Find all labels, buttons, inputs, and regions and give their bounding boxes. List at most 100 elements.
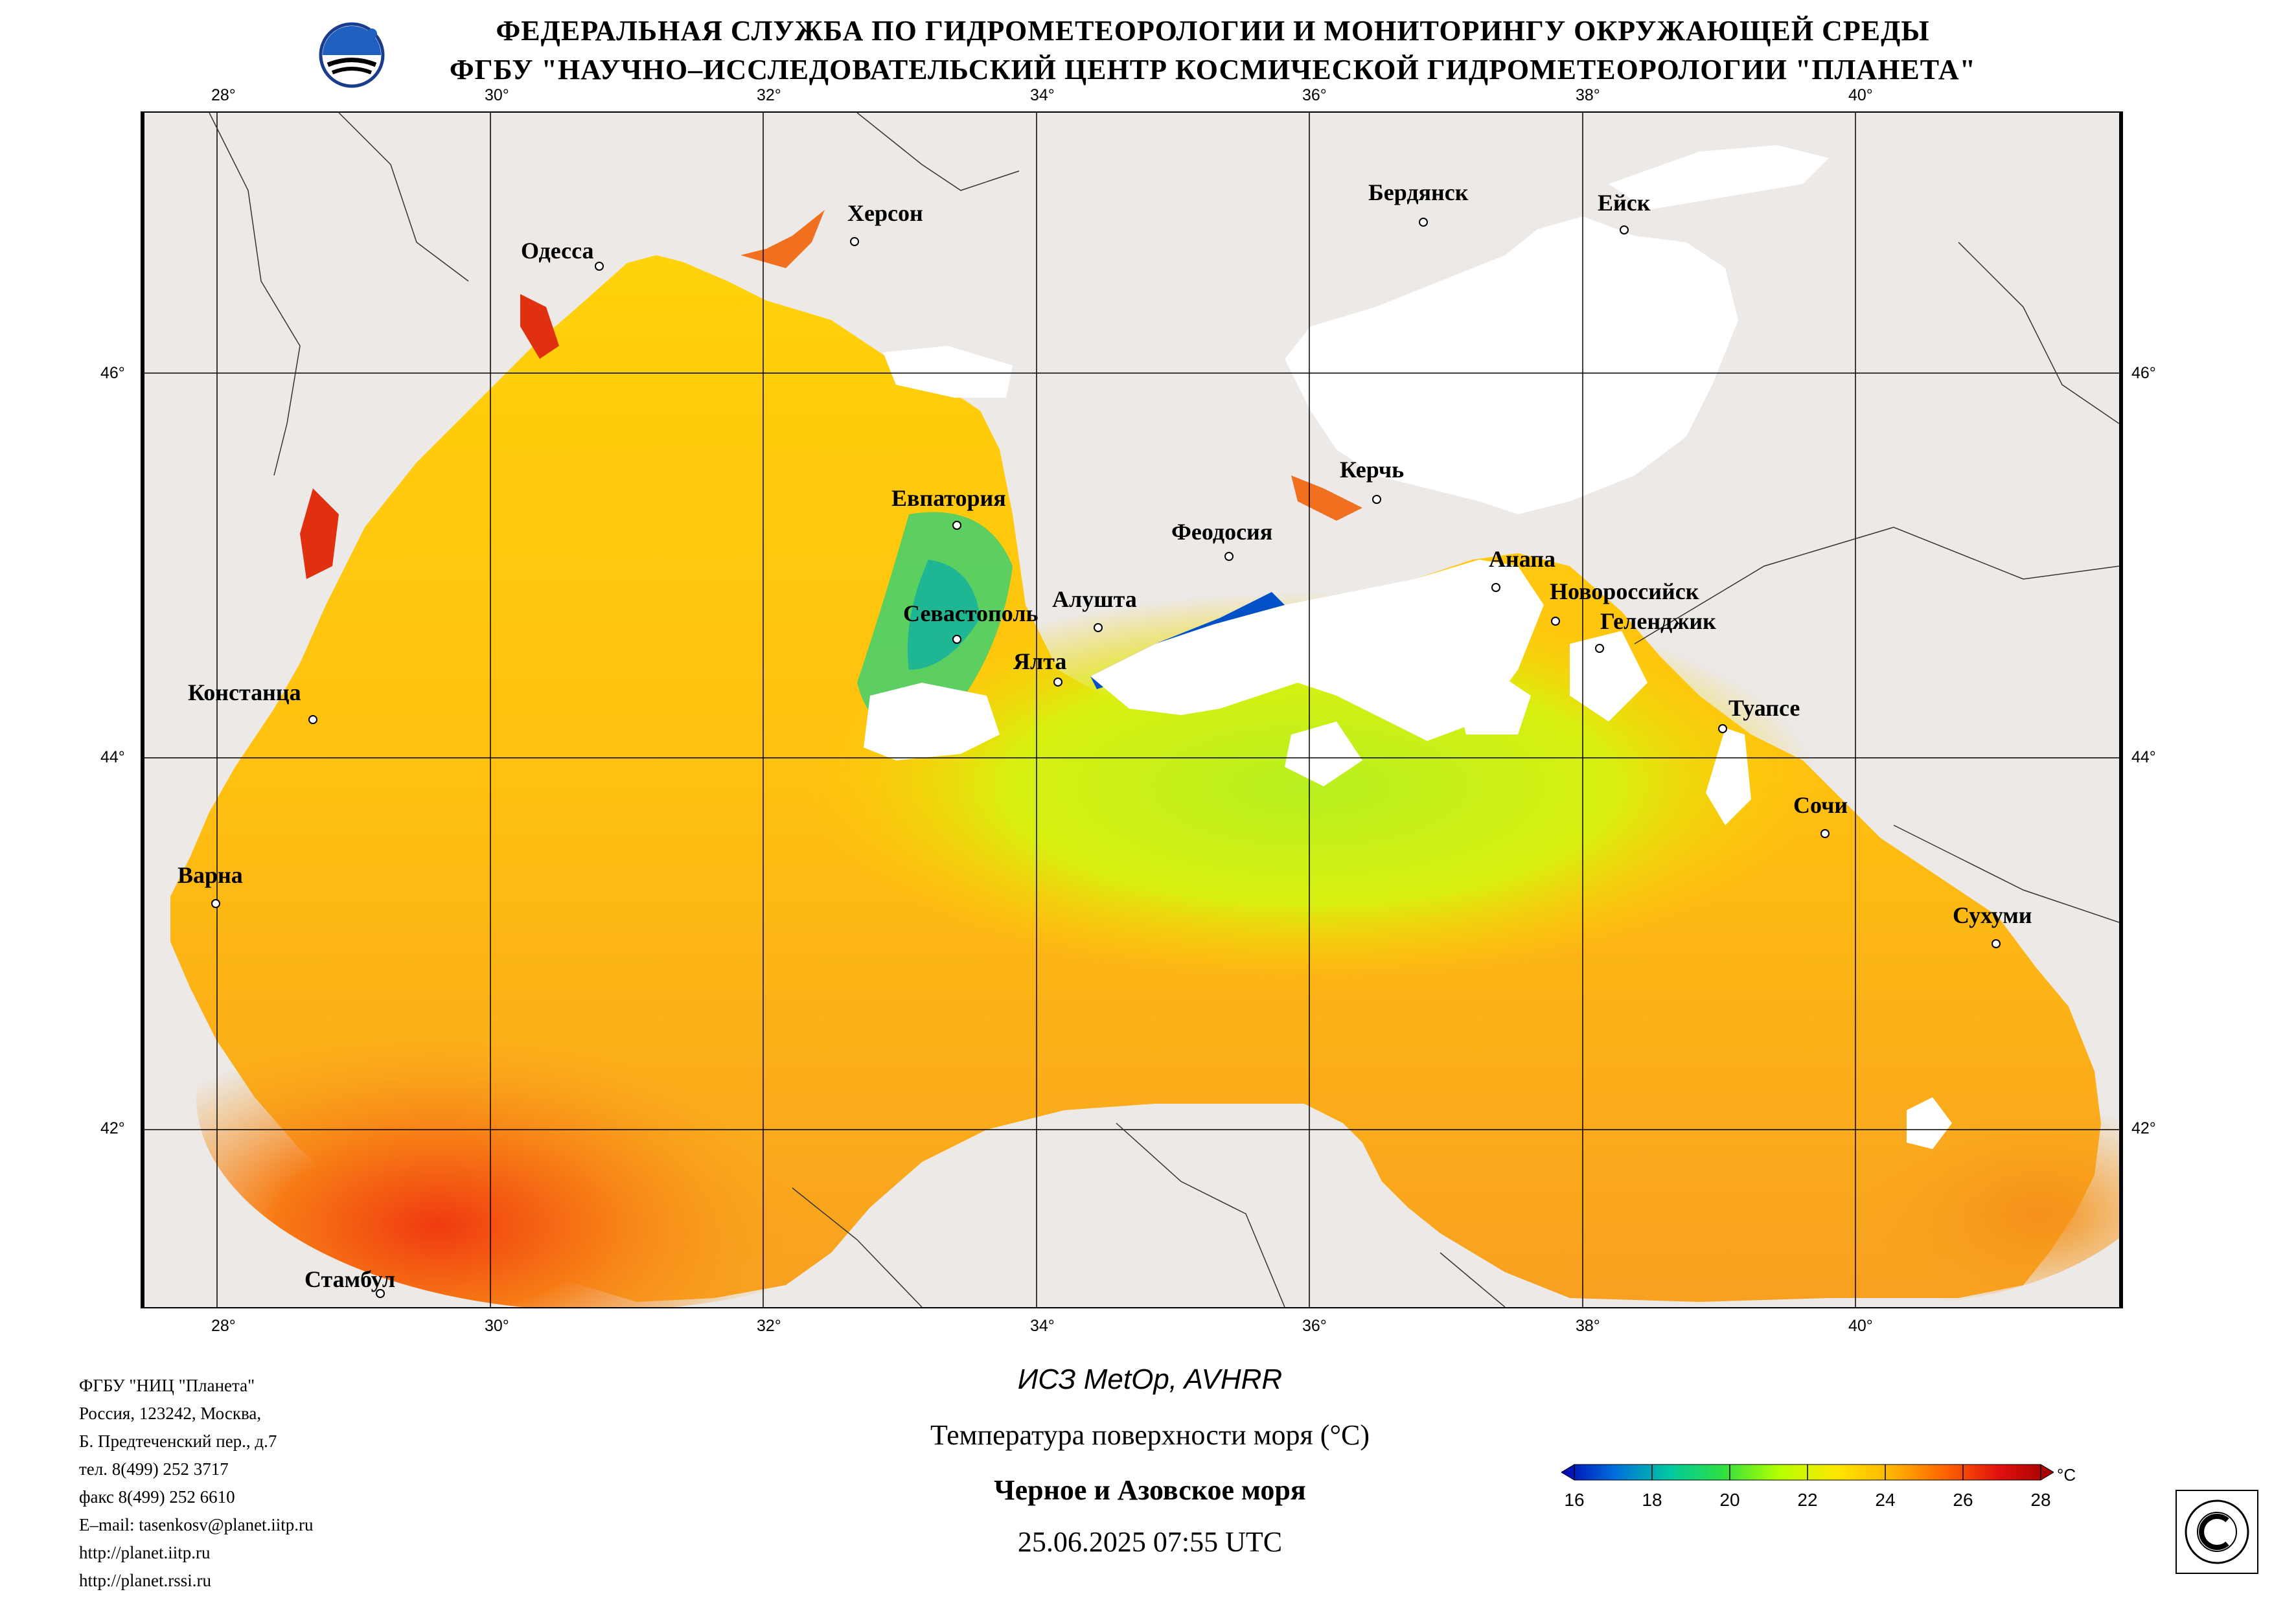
lon-tick-bottom-30: 30° [485,1317,509,1335]
city-marker-kerch [1372,495,1381,504]
city-marker-kherson [850,237,859,246]
cloud-patch-novorossiysk [1570,631,1647,722]
city-marker-tuapse [1718,724,1727,733]
city-marker-feodosia [1224,552,1234,561]
colorbar-label-20: 20 [1719,1490,1740,1510]
city-label-odessa: Одесса [521,238,594,264]
org-line-email[interactable]: E–mail: tasenkosv@planet.iitp.ru [79,1515,314,1534]
iso-certification-stamp-icon [2175,1490,2258,1574]
city-label-feodosia: Феодосия [1171,519,1273,545]
cloud-crimea-southwest [864,683,1000,760]
city-label-sukhumi: Сухуми [1953,902,2032,928]
lon-tick-bottom-28: 28° [211,1317,236,1335]
border-line [1116,1123,1285,1307]
city-marker-evpatoria [952,521,961,530]
organization-contact-block: ФГБУ "НИЦ "Планета" Россия, 123242, Моск… [79,1372,314,1595]
border-line [1634,527,2119,644]
city-label-kherson: Херсон [847,200,923,226]
city-marker-sukhumi [1992,939,2001,948]
city-label-constanta: Констанца [188,679,301,705]
city-marker-sevastopol [952,635,961,644]
taganrog-bay-cloud [1609,145,1829,210]
lon-tick-top-38: 38° [1576,86,1600,104]
border-line [209,113,301,476]
colorbar-label-16: 16 [1564,1490,1585,1510]
city-label-evpatoria: Евпатория [891,485,1006,511]
lat-tick-right-42: 42° [2131,1119,2156,1137]
lat-tick-left-44: 44° [100,748,125,766]
graticule [144,113,2119,1307]
city-label-gelendzhik: Геленджик [1600,608,1716,634]
header-center-title: ФГБУ "НАУЧНО–ИССЛЕДОВАТЕЛЬСКИЙ ЦЕНТР КОС… [449,54,1977,85]
colorbar-label-22: 22 [1797,1490,1818,1510]
lon-tick-bottom-40: 40° [1848,1317,1873,1335]
sea-surface-temperature-map [141,111,2123,1308]
cloud-patch-north [1453,670,1531,735]
city-label-tuapse: Туапсе [1728,695,1800,721]
lon-tick-bottom-36: 36° [1302,1317,1327,1335]
lat-tick-left-42: 42° [100,1119,125,1137]
cloud-crimea-south [1090,560,1544,741]
city-marker-odessa [595,262,604,271]
colorbar-ticks [1574,1465,2041,1480]
caption-datetime: 25.06.2025 07:55 UTC [1017,1526,1283,1558]
city-marker-yeysk [1620,225,1629,234]
colorbar-label-24: 24 [1875,1490,1896,1510]
org-line-address: Б. Предтеченский пер., д.7 [79,1431,277,1451]
city-label-anapa: Анапа [1489,546,1556,572]
planeta-logo-icon [316,19,387,91]
org-line-country: Россия, 123242, Москва, [79,1404,262,1423]
colorbar-label-18: 18 [1642,1490,1662,1510]
river-line [856,113,1020,191]
city-label-novorossiysk: Новороссийск [1550,578,1699,604]
estuary-dniester [520,294,559,359]
lon-tick-bottom-38: 38° [1576,1317,1600,1335]
lon-tick-top-30: 30° [485,86,509,104]
org-link-planet-rssi[interactable]: http://planet.rssi.ru [79,1571,211,1590]
city-marker-berdyansk [1419,218,1428,227]
lon-tick-top-40: 40° [1848,86,1873,104]
city-label-varna: Варна [178,862,243,888]
lon-tick-bottom-34: 34° [1030,1317,1055,1335]
lon-tick-top-34: 34° [1030,86,1055,104]
caption-region: Черное и Азовское моря [994,1474,1306,1506]
border-line [1440,1252,1506,1307]
header-agency-title: ФЕДЕРАЛЬНАЯ СЛУЖБА ПО ГИДРОМЕТЕОРОЛОГИИ … [496,15,1930,47]
estuary-danube [300,488,339,579]
city-label-berdyansk: Бердянск [1368,179,1469,205]
cool-zone-central [805,592,1816,981]
city-marker-istanbul [376,1289,385,1298]
border-line [1958,242,2119,424]
cloud-patch-east [1907,1097,1952,1149]
sea-of-azov-cloud [1285,216,1738,514]
cold-zone-evpatoria [908,560,980,670]
city-marker-alushta [1094,623,1103,632]
temperature-colorbar [1561,1464,2054,1481]
warm-zone-southeast [1602,942,2119,1305]
city-marker-anapa [1491,583,1500,592]
borders-rivers [209,113,2119,1307]
city-label-yeysk: Ейск [1598,190,1651,216]
lon-tick-top-32: 32° [757,86,781,104]
city-marker-constanta [308,715,317,724]
border-line [1893,825,2119,923]
colorbar-unit: °C [2057,1465,2076,1485]
city-label-kerch: Керчь [1340,457,1405,483]
border-line [792,1187,923,1307]
city-label-sochi: Сочи [1793,792,1848,818]
lon-tick-bottom-32: 32° [757,1317,781,1335]
org-link-planet-iitp[interactable]: http://planet.iitp.ru [79,1543,211,1562]
map-canvas [144,113,2119,1307]
org-line-name: ФГБУ "НИЦ "Планета" [79,1376,255,1395]
city-label-sevastopol: Севастополь [903,600,1039,626]
cloud-patch-center [1285,722,1362,786]
city-marker-gelendzhik [1595,644,1604,653]
org-line-fax: факс 8(499) 252 6610 [79,1487,235,1507]
city-label-alushta: Алушта [1052,586,1137,612]
colorbar-label-26: 26 [1953,1490,1973,1510]
estuary-dnieper [740,210,825,268]
lon-tick-top-36: 36° [1302,86,1327,104]
warm-zone-southwest [196,883,1000,1307]
lat-tick-right-46: 46° [2131,364,2156,382]
city-marker-yalta [1053,678,1062,687]
